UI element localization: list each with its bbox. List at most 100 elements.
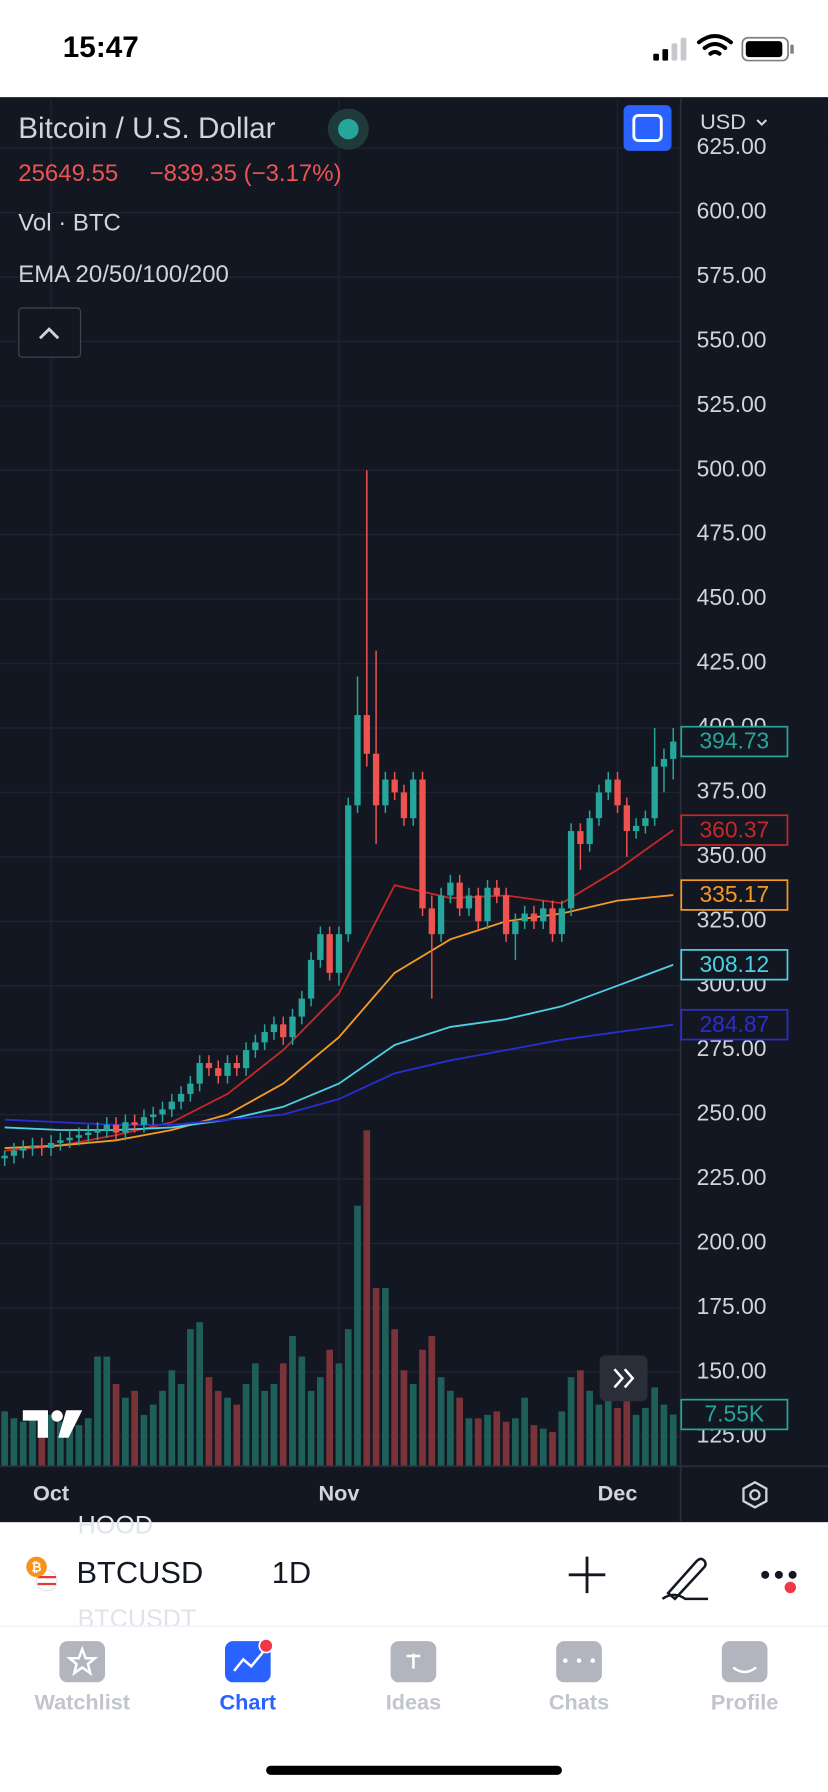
- market-status-dot[interactable]: [338, 118, 359, 140]
- volume-bar: [558, 1411, 566, 1467]
- currency-selector[interactable]: USD: [700, 109, 746, 134]
- volume-bar: [279, 1363, 287, 1467]
- settings-icon-center: [749, 1489, 761, 1501]
- volume-bar: [623, 1401, 631, 1467]
- volume-bar: [38, 1425, 46, 1467]
- volume-indicator[interactable]: Vol · BTC: [18, 209, 121, 236]
- candle-body: [419, 779, 426, 909]
- tab-bar: Watchlist Chart Ideas Chats Profile: [34, 1641, 778, 1715]
- price-label: 375.00: [697, 777, 767, 803]
- tab-label-active[interactable]: Chart: [220, 1690, 277, 1715]
- tab-icon[interactable]: [59, 1641, 106, 1683]
- chart-badge: [258, 1637, 274, 1654]
- time-label: Dec: [598, 1481, 638, 1506]
- candle-body: [623, 805, 630, 832]
- candle-body: [456, 882, 463, 909]
- candle-body: [252, 1042, 259, 1051]
- candle-body: [326, 934, 333, 973]
- candle-body: [382, 779, 389, 806]
- tab-label[interactable]: Profile: [711, 1690, 778, 1715]
- candle-body: [642, 818, 649, 826]
- volume-bar: [57, 1421, 64, 1467]
- candle-body: [400, 792, 408, 819]
- price-label: 350.00: [697, 842, 767, 868]
- candles: [1, 470, 677, 1167]
- toolbar-symbol[interactable]: BTCUSD: [77, 1555, 204, 1590]
- volume-bar: [391, 1329, 399, 1467]
- candle-body: [140, 1117, 148, 1125]
- candle-body: [558, 908, 565, 935]
- nav-glyphs: [66, 1645, 757, 1677]
- volume-bar: [122, 1397, 129, 1467]
- tab-label[interactable]: Watchlist: [34, 1690, 130, 1715]
- drawing-button[interactable]: [661, 1557, 709, 1601]
- volume-bar: [270, 1384, 278, 1467]
- settings-icon[interactable]: [742, 1480, 768, 1509]
- price-label: 600.00: [697, 198, 767, 224]
- volume-bar: [289, 1336, 296, 1467]
- volume-bar: [604, 1394, 612, 1467]
- volume-bar: [29, 1418, 36, 1467]
- volume-bar: [614, 1408, 621, 1467]
- candle-body: [233, 1062, 240, 1069]
- candle-body: [215, 1068, 222, 1076]
- volume-bar: [474, 1418, 482, 1467]
- ema-tag: 284.87: [699, 1011, 769, 1037]
- volume-bar: [326, 1349, 334, 1467]
- volume-bar: [632, 1414, 640, 1467]
- candle-body: [354, 715, 361, 806]
- candle-body: [75, 1135, 83, 1138]
- volume-tag: 7.55K: [705, 1401, 765, 1427]
- candle-body: [94, 1129, 101, 1133]
- price-label: 500.00: [697, 455, 767, 481]
- volume-bar: [456, 1397, 464, 1467]
- candle-body: [484, 887, 491, 922]
- candle-body: [122, 1122, 129, 1133]
- candle-body: [10, 1150, 18, 1156]
- volume-bar: [651, 1387, 659, 1467]
- ema-indicator[interactable]: EMA 20/50/100/200: [18, 261, 229, 288]
- candle-body: [242, 1050, 250, 1069]
- bitcoin-glyph: ₿: [31, 1560, 41, 1574]
- candle-body: [577, 831, 584, 844]
- currency-chevron: [756, 119, 768, 127]
- candle-body: [159, 1109, 166, 1115]
- volume-bar: [595, 1404, 603, 1467]
- add-button[interactable]: [568, 1556, 606, 1594]
- volume-bar: [242, 1384, 250, 1467]
- symbol-name: Bitcoin / U.S. Dollar: [18, 112, 275, 145]
- volume-bar: [317, 1377, 324, 1467]
- ema-tag-box: [680, 1008, 789, 1041]
- candle-body: [317, 934, 324, 960]
- tab-icon[interactable]: [721, 1641, 768, 1683]
- candle-body: [187, 1083, 194, 1094]
- more-button[interactable]: [761, 1570, 797, 1594]
- last-price-tag: 394.73: [699, 728, 769, 754]
- volume-bar: [112, 1384, 120, 1467]
- candle-body: [224, 1062, 231, 1076]
- toolbar-interval[interactable]: 1D: [272, 1555, 311, 1590]
- candle-body: [47, 1142, 55, 1149]
- volume-bar: [10, 1418, 18, 1467]
- volume-bar: [187, 1329, 194, 1467]
- candle-body: [530, 913, 538, 922]
- ema-tag: 335.17: [699, 881, 769, 907]
- fullscreen-button[interactable]: [623, 105, 672, 151]
- volume-bar: [177, 1384, 185, 1467]
- volume-bar: [261, 1390, 268, 1467]
- volume-bar: [669, 1414, 677, 1467]
- candle-body: [307, 959, 315, 999]
- price-change: −839.35 (−3.17%): [150, 160, 342, 187]
- candle-body: [150, 1114, 157, 1118]
- volume-bar: [224, 1397, 231, 1467]
- tab-label[interactable]: Chats: [549, 1690, 609, 1715]
- tab-label[interactable]: Ideas: [386, 1690, 441, 1715]
- volume-bar: [233, 1404, 241, 1467]
- volume-bar: [214, 1390, 222, 1467]
- candle-body: [85, 1132, 92, 1136]
- volume-bar: [428, 1336, 436, 1467]
- price-label: 250.00: [697, 1100, 767, 1126]
- collapse-button[interactable]: [18, 307, 82, 358]
- price-label: 450.00: [697, 584, 767, 610]
